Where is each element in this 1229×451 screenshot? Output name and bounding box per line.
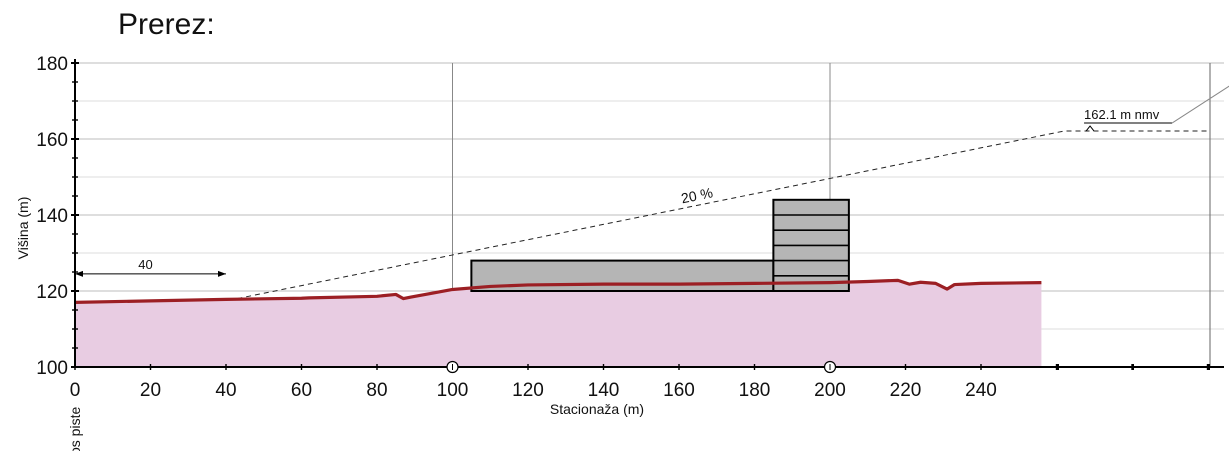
origin-label: os piste (67, 407, 83, 451)
x-tick-label: 220 (890, 380, 922, 401)
y-tick-label: 120 (36, 282, 68, 303)
slope-line (237, 130, 1208, 300)
elevation-leader-diagonal (1171, 85, 1229, 124)
slope-label: 20 % (680, 184, 714, 206)
x-tick-label: 100 (437, 380, 469, 401)
buildings (470, 198, 850, 293)
terrain-line (74, 278, 1042, 304)
y-axis-label: Višina (m) (15, 197, 31, 260)
y-tick-label: 180 (36, 54, 68, 75)
arrow-right-icon (218, 270, 226, 277)
x-tick-label: 140 (588, 380, 620, 401)
y-tick-label: 140 (36, 206, 68, 227)
distance-label: 40 (138, 257, 152, 272)
x-tick-label: 80 (366, 380, 387, 401)
x-tick-label: 240 (965, 380, 997, 401)
x-tick-label: 20 (140, 380, 161, 401)
x-tick-label: 200 (814, 380, 846, 401)
page-title: Prerez: (118, 8, 215, 41)
arrow-left-icon (75, 270, 83, 277)
x-tick-label: 0 (70, 380, 81, 401)
elevation-label: 162.1 m nmv (1084, 107, 1160, 122)
y-tick-label: 100 (36, 358, 68, 379)
elevation-marker-icon (1085, 125, 1095, 132)
axes: 100 120 140 160 180 0 20 40 60 80 100 120 140 160 180 2… (36, 54, 1224, 401)
terrain-fill (75, 280, 1042, 367)
x-tick-label: 60 (291, 380, 312, 401)
x-axis-label: Stacionaža (m) (550, 401, 644, 417)
x-tick-label: 40 (215, 380, 236, 401)
x-tick-label: 120 (512, 380, 544, 401)
x-tick-label: 180 (739, 380, 771, 401)
annotations (75, 85, 1229, 277)
x-tick-label: 160 (663, 380, 695, 401)
y-tick-label: 160 (36, 130, 68, 151)
